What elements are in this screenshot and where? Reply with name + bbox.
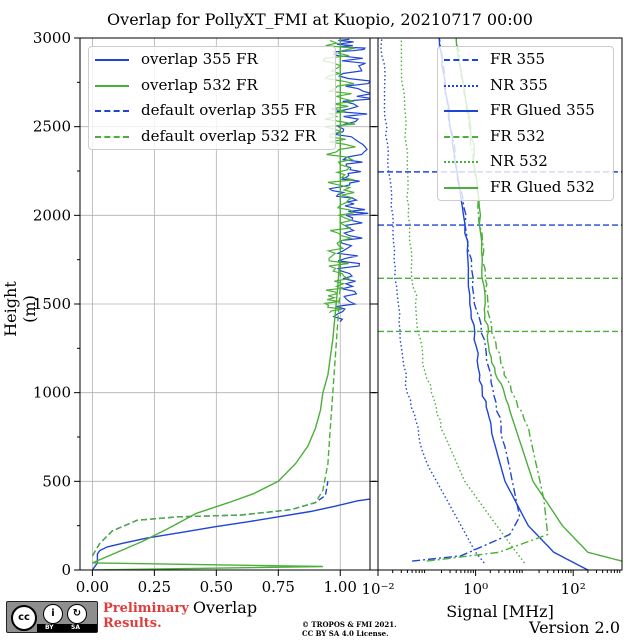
y-tick-label: 1000 (33, 384, 71, 402)
signal-legend-label: FR 532 (490, 126, 546, 145)
signal-legend-label: NR 532 (490, 152, 548, 170)
signal-legend-swatch (444, 186, 478, 189)
overlap-legend-entry: overlap 532 FR (89, 73, 335, 99)
copyright-line-2: CC BY SA 4.0 License. (302, 629, 389, 638)
preliminary-note: Preliminary Results. (103, 601, 189, 631)
signal-series-line-2 (380, 38, 485, 564)
overlap-legend-swatch (95, 110, 129, 112)
signal-legend-entry: FR 355 (438, 47, 613, 73)
overlap-legend-swatch (95, 135, 129, 138)
signal-legend-label: FR 355 (490, 50, 546, 68)
preliminary-line-2: Results. (103, 616, 162, 631)
overlap-legend-label: default overlap 532 FR (141, 126, 316, 145)
copyright-note: © TROPOS & FMI 2021. CC BY SA 4.0 Licens… (302, 620, 397, 638)
signal-legend-swatch (444, 135, 478, 138)
version-label: Version 2.0 (529, 618, 620, 637)
overlap-series-line-4 (91, 215, 341, 557)
y-axis-label: Height (m) (1, 281, 39, 337)
signal-legend-entry: FR Glued 532 (438, 175, 613, 201)
overlap-legend-entry: default overlap 532 FR (89, 124, 335, 150)
signal-legend-label: FR Glued 532 (490, 177, 595, 196)
signal-x-tick-label: 10⁻² (361, 580, 394, 598)
overlap-x-tick-label: 1.00 (324, 578, 357, 596)
overlap-series-noise-2 (322, 39, 356, 314)
signal-legend-entry: FR 532 (438, 124, 613, 150)
overlap-legend-label: overlap 355 FR (141, 50, 258, 68)
share-alike-icon: ↻ (67, 604, 87, 624)
overlap-x-tick-label: 0.75 (262, 578, 295, 596)
overlap-series-line-1 (91, 498, 370, 570)
overlap-x-tick-label: 0.50 (200, 578, 233, 596)
signal-x-tick-label: 10² (561, 580, 586, 598)
copyright-line-1: © TROPOS & FMI 2021. (302, 620, 397, 629)
signal-legend-label: NR 355 (490, 75, 548, 94)
signal-legend-swatch (444, 110, 478, 112)
signal-legend-entry: FR Glued 355 (438, 98, 613, 124)
cc-logo: cc (11, 605, 37, 631)
overlap-series-line-3 (91, 481, 329, 557)
signal-legend-swatch (444, 59, 478, 61)
overlap-plot-area (91, 38, 370, 570)
overlap-legend-label: default overlap 355 FR (141, 101, 316, 119)
overlap-legend: overlap 355 FR overlap 532 FR default over… (88, 46, 336, 150)
cc-strip: BY SA (37, 624, 97, 632)
signal-legend-entry: NR 355 (438, 73, 613, 99)
preliminary-line-1: Preliminary (103, 601, 189, 616)
overlap-legend-swatch (95, 59, 129, 61)
cc-by-text: BY (45, 624, 54, 631)
overlap-legend-swatch (95, 84, 129, 87)
signal-x-tick-label: 10⁰ (463, 580, 488, 598)
signal-x-axis-label: Signal [MHz] (446, 602, 554, 621)
overlap-legend-entry: default overlap 355 FR (89, 98, 335, 124)
signal-legend: FR 355 NR 355 FR Glued 355 FR 532 NR 532 FR G… (437, 46, 614, 201)
y-tick-label: 0 (61, 561, 71, 579)
overlap-legend-entry: overlap 355 FR (89, 47, 335, 73)
y-tick-label: 2000 (33, 206, 71, 224)
overlap-legend-label: overlap 532 FR (141, 75, 258, 94)
overlap-x-axis-label: Overlap (192, 598, 258, 617)
overlap-x-tick-label: 0.00 (76, 578, 109, 596)
y-tick-label: 500 (42, 472, 71, 490)
chart-title: Overlap for PollyXT_FMI at Kuopio, 20210… (107, 10, 533, 29)
overlap-axes: 0.00 0.25 0.50 0.75 1.00 0 500 1000 1500 2000 2500… (33, 29, 371, 596)
signal-legend-entry: NR 532 (438, 149, 613, 175)
cc-sa-text: SA (71, 624, 80, 631)
overlap-x-tick-label: 0.25 (138, 578, 171, 596)
y-tick-label: 1500 (33, 295, 71, 313)
y-tick-label: 3000 (33, 29, 71, 47)
signal-legend-swatch (444, 161, 478, 163)
y-tick-label: 2500 (33, 118, 71, 136)
signal-legend-label: FR Glued 355 (490, 101, 595, 119)
person-icon: i (43, 604, 63, 624)
signal-legend-swatch (444, 84, 478, 87)
cc-license-badge: cc i ↻ BY SA (6, 601, 98, 633)
